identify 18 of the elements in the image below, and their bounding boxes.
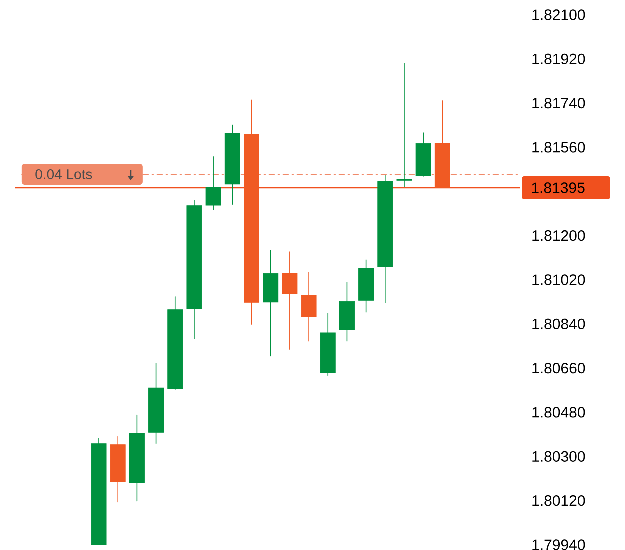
y-tick-label: 1.81020 — [532, 274, 586, 286]
y-tick-label: 1.79940 — [532, 540, 586, 550]
candlestick — [301, 272, 317, 342]
y-tick-label: 1.82100 — [532, 10, 586, 20]
y-tick-label: 1.81920 — [532, 54, 586, 64]
candlestick — [396, 62, 412, 188]
ref-line-label: 1.81395 — [532, 182, 585, 194]
y-tick-label: 1.81740 — [532, 98, 586, 109]
y-tick-label: 1.80120 — [532, 496, 586, 506]
y-tick-label: 1.80480 — [532, 407, 586, 418]
y-tick-label: 1.80660 — [532, 363, 586, 374]
candlestick — [282, 251, 298, 350]
y-tick-label: 1.81560 — [532, 142, 586, 153]
y-tick-label: 1.81200 — [532, 230, 586, 242]
candlestick — [206, 156, 222, 210]
y-tick-label: 1.80840 — [532, 318, 586, 330]
ref-line-label: 0.04 Lots — [36, 170, 92, 180]
y-tick-label: 1.80300 — [532, 451, 586, 462]
